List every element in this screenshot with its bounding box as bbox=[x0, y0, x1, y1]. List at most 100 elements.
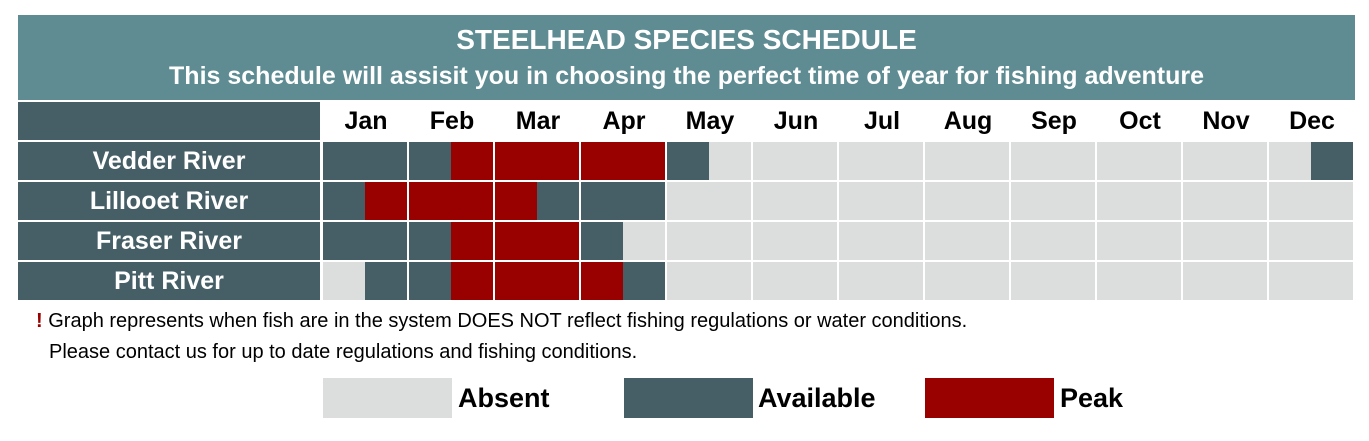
cell-available bbox=[365, 262, 407, 300]
cell-available bbox=[365, 142, 407, 180]
month-label-sep: Sep bbox=[1031, 107, 1077, 135]
legend-swatch-available bbox=[624, 378, 753, 418]
cell-absent bbox=[1269, 142, 1311, 180]
cell-absent bbox=[1053, 182, 1095, 220]
cell-absent bbox=[1139, 222, 1181, 260]
month-label-apr: Apr bbox=[602, 107, 646, 135]
cell-absent bbox=[1311, 262, 1353, 300]
cell-available bbox=[537, 182, 579, 220]
month-label-dec: Dec bbox=[1289, 107, 1335, 135]
month-label-jun: Jun bbox=[773, 107, 819, 135]
month-label-nov: Nov bbox=[1202, 107, 1250, 135]
legend-label-peak: Peak bbox=[1060, 383, 1124, 413]
cell-absent bbox=[1225, 262, 1267, 300]
legend-swatch-absent bbox=[323, 378, 452, 418]
cell-absent bbox=[709, 262, 751, 300]
cell-absent bbox=[839, 142, 881, 180]
cell-absent bbox=[1011, 262, 1053, 300]
cell-peak bbox=[537, 262, 579, 300]
cell-absent bbox=[623, 222, 665, 260]
cell-absent bbox=[967, 182, 1009, 220]
cell-absent bbox=[1053, 142, 1095, 180]
note-line-1: ! Graph represents when fish are in the … bbox=[36, 310, 967, 333]
row-label: Lillooet River bbox=[18, 182, 320, 220]
cell-absent bbox=[1097, 222, 1139, 260]
cell-available bbox=[323, 142, 365, 180]
cell-absent bbox=[795, 142, 837, 180]
cell-absent bbox=[1225, 182, 1267, 220]
cell-peak bbox=[581, 142, 623, 180]
cell-absent bbox=[1269, 222, 1311, 260]
month-label-oct: Oct bbox=[1119, 107, 1161, 135]
cell-absent bbox=[667, 182, 709, 220]
cell-absent bbox=[1053, 222, 1095, 260]
cell-absent bbox=[1011, 142, 1053, 180]
cell-absent bbox=[1097, 182, 1139, 220]
cell-absent bbox=[1225, 142, 1267, 180]
cell-absent bbox=[709, 182, 751, 220]
cell-available bbox=[581, 222, 623, 260]
cell-available bbox=[581, 182, 623, 220]
cell-absent bbox=[967, 142, 1009, 180]
cell-absent bbox=[839, 222, 881, 260]
month-label-jul: Jul bbox=[863, 107, 901, 135]
month-label-aug: Aug bbox=[943, 107, 993, 135]
cell-available bbox=[409, 262, 451, 300]
cell-peak bbox=[495, 182, 537, 220]
chart-header: STEELHEAD SPECIES SCHEDULE This schedule… bbox=[18, 15, 1355, 100]
cell-absent bbox=[1011, 222, 1053, 260]
row-label: Pitt River bbox=[18, 262, 320, 300]
cell-absent bbox=[709, 222, 751, 260]
cell-absent bbox=[1097, 262, 1139, 300]
cell-available bbox=[365, 222, 407, 260]
cell-peak bbox=[451, 142, 493, 180]
row-label: Vedder River bbox=[18, 142, 320, 180]
cell-available bbox=[623, 182, 665, 220]
legend-swatch-peak bbox=[925, 378, 1054, 418]
cell-absent bbox=[1183, 222, 1225, 260]
cell-absent bbox=[323, 262, 365, 300]
cell-absent bbox=[1097, 142, 1139, 180]
cell-peak bbox=[537, 222, 579, 260]
cell-available bbox=[623, 262, 665, 300]
cell-peak bbox=[537, 142, 579, 180]
cell-absent bbox=[925, 222, 967, 260]
cell-absent bbox=[1311, 222, 1353, 260]
cell-absent bbox=[753, 262, 795, 300]
cell-absent bbox=[967, 222, 1009, 260]
month-label-may: May bbox=[685, 107, 735, 135]
cell-peak bbox=[581, 262, 623, 300]
note-line-2: Please contact us for up to date regulat… bbox=[49, 341, 638, 363]
cell-absent bbox=[795, 182, 837, 220]
cell-peak bbox=[495, 142, 537, 180]
cell-absent bbox=[925, 182, 967, 220]
cell-absent bbox=[1183, 142, 1225, 180]
cell-absent bbox=[753, 182, 795, 220]
cell-absent bbox=[881, 142, 923, 180]
cell-peak bbox=[451, 262, 493, 300]
row-label: Fraser River bbox=[18, 222, 320, 260]
cell-absent bbox=[1183, 262, 1225, 300]
cell-available bbox=[1311, 142, 1353, 180]
cell-peak bbox=[495, 262, 537, 300]
cell-absent bbox=[667, 262, 709, 300]
cell-absent bbox=[1311, 182, 1353, 220]
corner-cell bbox=[18, 102, 320, 140]
cell-absent bbox=[1139, 142, 1181, 180]
cell-absent bbox=[753, 142, 795, 180]
cell-peak bbox=[495, 222, 537, 260]
cell-absent bbox=[753, 222, 795, 260]
cell-absent bbox=[795, 262, 837, 300]
cell-available bbox=[323, 222, 365, 260]
cell-absent bbox=[925, 142, 967, 180]
cell-absent bbox=[1139, 182, 1181, 220]
chart-subtitle: This schedule will assisit you in choosi… bbox=[169, 62, 1204, 90]
cell-absent bbox=[839, 182, 881, 220]
cell-absent bbox=[1225, 222, 1267, 260]
cell-absent bbox=[1139, 262, 1181, 300]
cell-absent bbox=[709, 142, 751, 180]
cell-absent bbox=[1269, 262, 1311, 300]
cell-available bbox=[323, 182, 365, 220]
month-label-mar: Mar bbox=[515, 107, 561, 135]
cell-absent bbox=[1183, 182, 1225, 220]
